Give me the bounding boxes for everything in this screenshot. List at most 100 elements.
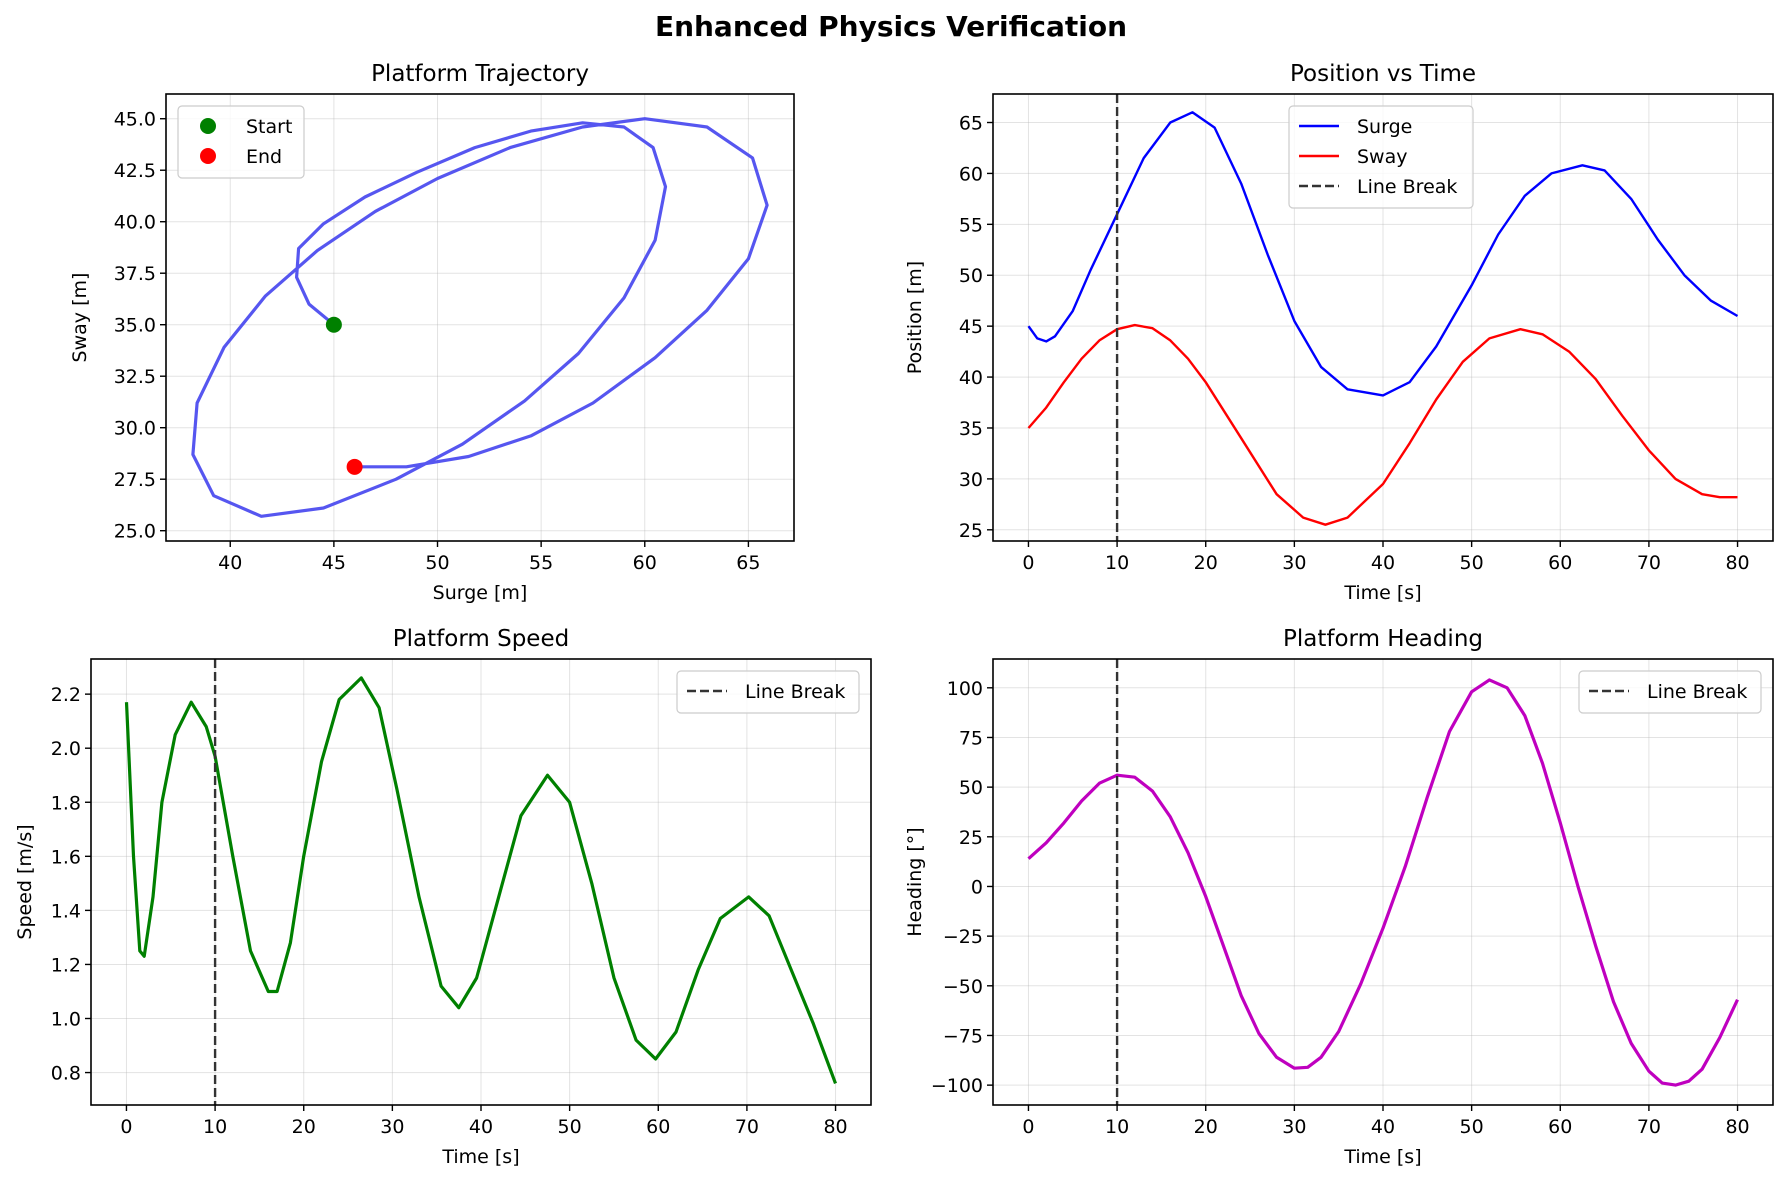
y-tick-label: 2.2 — [51, 684, 81, 706]
panel-trajectory: 40 45 50 55 60 65 25.0 27.5 30.0 32.5 35.0 37.5 40.0… — [69, 61, 795, 604]
x-tick-label: 60 — [646, 1116, 670, 1138]
y-tick-label: 60 — [959, 163, 983, 185]
x-tick-label: 60 — [1548, 1116, 1572, 1138]
y-tick-label: 30 — [959, 469, 983, 491]
x-tick-label: 70 — [1637, 552, 1661, 574]
x-tick-label: 65 — [736, 552, 760, 574]
y-tick-label: 25.0 — [114, 521, 156, 543]
x-axis-label: Time [s] — [1343, 582, 1421, 604]
y-tick-label: 25 — [959, 827, 983, 849]
y-tick-label: 35 — [959, 418, 983, 440]
x-tick-label: 70 — [735, 1116, 759, 1138]
panel-heading: 0 10 20 30 40 50 60 70 80 −100 −75 −50 −25 0 25 50 75 100… — [904, 626, 1774, 1168]
x-tick-label: 30 — [1282, 552, 1306, 574]
panel-position: 0 10 20 30 40 50 60 70 80 25 30 35 40 45 50 55 60 65 Posit… — [904, 61, 1774, 604]
x-tick-label: 60 — [1548, 552, 1572, 574]
y-tick-label: 75 — [959, 727, 983, 749]
legend-label: Start — [246, 116, 292, 138]
y-tick-label: 1.6 — [51, 846, 81, 868]
x-tick-label: 20 — [292, 1116, 316, 1138]
y-tick-label: 40.0 — [114, 212, 156, 234]
x-tick-label: 20 — [1194, 552, 1218, 574]
y-tick-label: −50 — [943, 976, 983, 998]
x-tick-label: 55 — [529, 552, 553, 574]
y-tick-label: 42.5 — [114, 160, 156, 182]
y-tick-label: 27.5 — [114, 469, 156, 491]
x-tick-label: 0 — [1022, 552, 1034, 574]
y-axis-label: Position [m] — [904, 261, 926, 374]
legend: Line Break — [1578, 670, 1762, 714]
grid-lines — [993, 659, 1773, 1105]
y-tick-label: 37.5 — [114, 263, 156, 285]
panel-title: Platform Heading — [1283, 626, 1483, 652]
y-tick-label: 1.0 — [51, 1009, 81, 1031]
y-axis-label: Speed [m/s] — [14, 824, 36, 939]
y-tick-label: 30.0 — [114, 418, 156, 440]
x-axis-label: Surge [m] — [433, 582, 528, 604]
legend-box — [1288, 105, 1474, 209]
y-tick-label: 35.0 — [114, 315, 156, 337]
y-tick-label: 1.2 — [51, 954, 81, 976]
x-tick-label: 45 — [322, 552, 346, 574]
x-tick-label: 10 — [1105, 552, 1129, 574]
legend-marker — [200, 148, 216, 164]
x-tick-label: 10 — [1105, 1116, 1129, 1138]
series-line-trajectory — [191, 117, 769, 518]
x-tick-label: 40 — [218, 552, 242, 574]
x-tick-label: 70 — [1637, 1116, 1661, 1138]
legend: Start End — [177, 105, 305, 179]
x-tick-label: 60 — [633, 552, 657, 574]
legend-box — [1578, 670, 1762, 714]
marker-start — [325, 316, 342, 333]
y-tick-label: 1.4 — [51, 900, 81, 922]
legend-label: Line Break — [745, 681, 845, 703]
y-tick-label: 2.0 — [51, 738, 81, 760]
y-tick-label: 1.8 — [51, 792, 81, 814]
series-line-speed — [124, 676, 837, 1084]
y-tick-label: 50 — [959, 777, 983, 799]
legend-label: Surge — [1357, 116, 1412, 138]
y-tick-label: 45 — [959, 316, 983, 338]
x-tick-label: 40 — [1371, 1116, 1395, 1138]
y-tick-label: 45.0 — [114, 109, 156, 131]
legend-label: Sway — [1357, 146, 1408, 168]
y-axis-label: Heading [°] — [904, 827, 926, 936]
axes-frame — [165, 93, 795, 542]
x-tick-label: 10 — [203, 1116, 227, 1138]
x-tick-label: 50 — [1460, 552, 1484, 574]
x-tick-label: 50 — [1460, 1116, 1484, 1138]
x-tick-label: 30 — [380, 1116, 404, 1138]
grid-lines — [166, 94, 794, 541]
x-tick-label: 0 — [1022, 1116, 1034, 1138]
panel-title: Platform Speed — [393, 626, 569, 652]
y-tick-label: −100 — [931, 1075, 983, 1097]
x-tick-label: 40 — [469, 1116, 493, 1138]
legend-marker — [200, 118, 216, 134]
x-tick-label: 80 — [823, 1116, 847, 1138]
y-tick-label: 50 — [959, 265, 983, 287]
y-tick-label: 65 — [959, 113, 983, 135]
x-axis-label: Time [s] — [1343, 1146, 1421, 1168]
figure-title: Enhanced Physics Verification — [655, 10, 1127, 43]
y-tick-label: −25 — [943, 926, 983, 948]
y-tick-label: 0.8 — [51, 1063, 81, 1085]
x-tick-label: 20 — [1194, 1116, 1218, 1138]
y-axis-label: Sway [m] — [69, 273, 91, 363]
x-tick-label: 40 — [1371, 552, 1395, 574]
y-tick-label: 32.5 — [114, 366, 156, 388]
panel-title: Position vs Time — [1290, 61, 1476, 87]
legend: Surge Sway Line Break — [1288, 105, 1474, 209]
x-tick-label: 80 — [1725, 1116, 1749, 1138]
series-line-surge — [1027, 111, 1739, 397]
x-tick-label: 50 — [558, 1116, 582, 1138]
legend-label: End — [246, 146, 282, 168]
y-tick-label: 40 — [959, 367, 983, 389]
x-tick-label: 80 — [1725, 552, 1749, 574]
x-tick-label: 30 — [1282, 1116, 1306, 1138]
legend-label: Line Break — [1647, 681, 1747, 703]
marker-end — [346, 458, 363, 475]
y-tick-label: 55 — [959, 214, 983, 236]
legend: Line Break — [676, 670, 860, 714]
y-tick-label: 25 — [959, 520, 983, 542]
